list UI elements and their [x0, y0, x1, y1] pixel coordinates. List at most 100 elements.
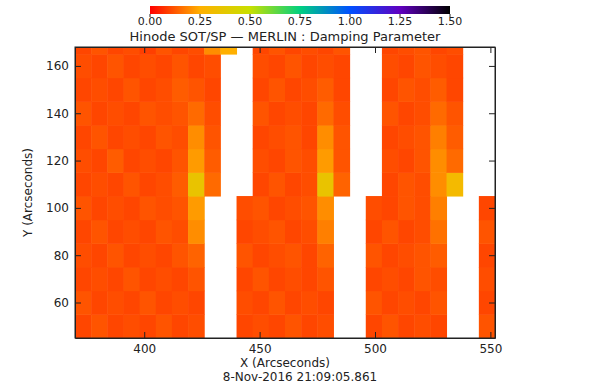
colorbar: 0.000.250.500.751.001.251.50: [138, 6, 463, 28]
heatmap-cell: [140, 54, 157, 78]
heatmap-cell: [237, 267, 254, 291]
heatmap-cell: [269, 149, 286, 173]
heatmap-cell: [301, 267, 318, 291]
heatmap-cell: [382, 196, 399, 220]
heatmap-cell: [447, 47, 464, 55]
heatmap-cell: [156, 78, 173, 102]
heatmap-cell: [301, 196, 318, 220]
heatmap-cell: [91, 314, 108, 338]
heatmap-cell: [107, 196, 124, 220]
heatmap-cell: [333, 172, 350, 196]
chart-container: 0.000.250.500.751.001.251.50Hinode SOT/S…: [0, 0, 600, 384]
heatmap-cell: [156, 47, 173, 55]
tick-mark: [489, 66, 495, 67]
tick: 80: [54, 249, 81, 263]
heatmap-cell: [382, 172, 399, 196]
tick-mark: [489, 161, 495, 162]
heatmap-cell: [204, 78, 221, 102]
heatmap-cell: [107, 291, 124, 315]
heatmap-cell: [414, 78, 431, 102]
heatmap-cell: [172, 149, 189, 173]
heatmap-cell: [220, 47, 237, 55]
heatmap-cell: [188, 101, 205, 125]
heatmap-cell: [75, 47, 92, 55]
heatmap-cell: [414, 149, 431, 173]
heatmap-cell: [285, 196, 302, 220]
heatmap-cell: [188, 172, 205, 196]
x-axis-title: X (Arcseconds): [240, 356, 330, 370]
heatmap-cell: [479, 291, 495, 315]
heatmap-cell: [188, 125, 205, 149]
date-annotation: 8-Nov-2016 21:09:05.861: [223, 370, 377, 384]
tick-mark: [489, 255, 495, 256]
heatmap-cell: [301, 54, 318, 78]
tick: 160: [46, 59, 81, 73]
heatmap-cell: [317, 54, 334, 78]
tick: [375, 47, 376, 53]
tick: [260, 47, 261, 53]
heatmap-cell: [269, 78, 286, 102]
tick: [489, 161, 495, 162]
heatmap-cell: [75, 267, 92, 291]
heatmap-cell: [253, 314, 270, 338]
heatmap-cell: [366, 314, 383, 338]
heatmap-cell: [269, 220, 286, 244]
heatmap-cell: [430, 314, 447, 338]
heatmap-cell: [91, 47, 108, 55]
heatmap-cell: [156, 54, 173, 78]
heatmap-cell: [123, 78, 140, 102]
heatmap-cell: [414, 314, 431, 338]
colorbar-scale: [150, 6, 450, 14]
heatmap-cell: [123, 54, 140, 78]
heatmap-cell: [188, 149, 205, 173]
heatmap-cell: [301, 291, 318, 315]
heatmap-cell: [156, 314, 173, 338]
tick-mark: [144, 47, 145, 53]
plot-frame: [75, 47, 495, 338]
heatmap-cell: [285, 243, 302, 267]
heatmap-cell: [91, 220, 108, 244]
tick: 100: [46, 201, 81, 215]
heatmap-cell: [430, 196, 447, 220]
heatmap-cell: [333, 101, 350, 125]
heatmap-cell: [317, 78, 334, 102]
heatmap-cell: [333, 47, 350, 55]
tick-mark: [489, 303, 495, 304]
heatmap-cell: [75, 291, 92, 315]
heatmap-cell: [75, 172, 92, 196]
heatmap-cell: [398, 220, 415, 244]
heatmap-cell: [382, 47, 399, 55]
heatmap-cell: [188, 291, 205, 315]
colorbar-tick-label: 1.25: [388, 15, 413, 28]
heatmap-cell: [91, 243, 108, 267]
heatmap-cell: [285, 172, 302, 196]
heatmap-cell: [91, 54, 108, 78]
heatmap-cell: [237, 243, 254, 267]
heatmap-cell: [398, 172, 415, 196]
heatmap-cell: [253, 125, 270, 149]
heatmap-cell: [253, 78, 270, 102]
heatmap-cell: [91, 78, 108, 102]
heatmap-cell: [75, 101, 92, 125]
tick-mark: [489, 208, 495, 209]
heatmap-cell: [172, 196, 189, 220]
heatmap-cell: [253, 267, 270, 291]
heatmap-cell: [91, 101, 108, 125]
tick-label: 100: [46, 201, 69, 215]
heatmap-cell: [140, 172, 157, 196]
y-axis: 6080100120140160: [46, 48, 81, 339]
tick-label: 550: [479, 342, 502, 356]
heatmap-cell: [398, 291, 415, 315]
heatmap-cell: [269, 243, 286, 267]
heatmap-cell: [140, 78, 157, 102]
axis-line: [495, 48, 496, 339]
heatmap-cell: [107, 149, 124, 173]
heatmap-cell: [172, 54, 189, 78]
heatmap-cell: [172, 314, 189, 338]
heatmap-cell: [430, 291, 447, 315]
heatmap-cell: [301, 149, 318, 173]
heatmap-cell: [285, 47, 302, 55]
heatmap-cell: [140, 125, 157, 149]
heatmap-cell: [398, 196, 415, 220]
heatmap-cell: [301, 220, 318, 244]
